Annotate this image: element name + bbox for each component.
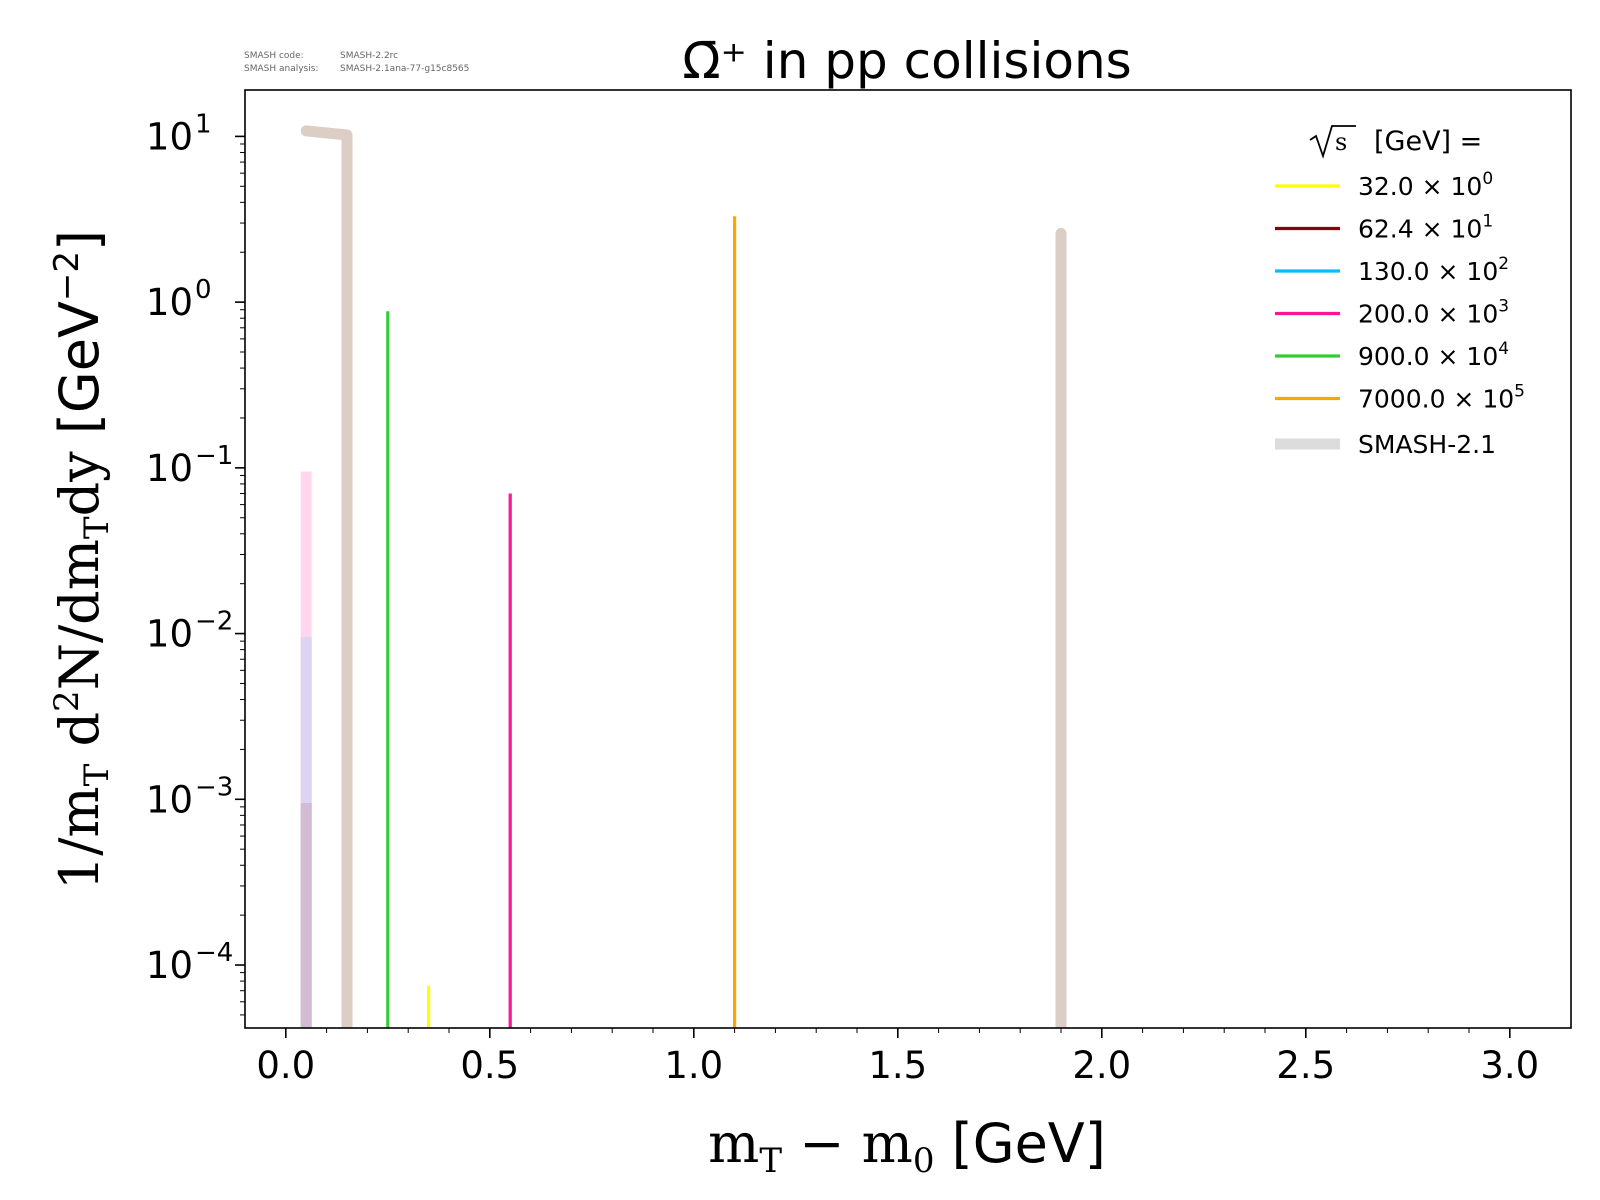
y-tick-exponent: −1 xyxy=(195,441,233,471)
legend-entry: 900.0 × 104 xyxy=(1275,339,1509,371)
x-tick-label: 0.0 xyxy=(256,1044,315,1087)
legend-entry: 62.4 × 101 xyxy=(1275,212,1493,244)
y-axis-label: 1/mT d2N/dmTdy [GeV−2] xyxy=(47,230,117,890)
y-tick-label: 10 xyxy=(146,944,193,987)
legend-label: 900.0 × 104 xyxy=(1358,339,1509,371)
legend-label: SMASH-2.1 xyxy=(1358,430,1496,459)
y-tick-exponent: −2 xyxy=(195,607,233,637)
smash-analysis-label: SMASH analysis: xyxy=(244,64,318,74)
legend: s [GeV] = 32.0 × 100 62.4 × 101 130.0 × 10… xyxy=(1275,125,1525,459)
y-tick-exponent: −4 xyxy=(195,938,233,968)
legend-label: 32.0 × 100 xyxy=(1358,169,1493,201)
x-tick-label: 1.5 xyxy=(868,1044,927,1087)
legend-label: 200.0 × 103 xyxy=(1358,297,1509,329)
y-tick-label: 10 xyxy=(146,613,193,656)
y-tick-exponent: 1 xyxy=(195,109,212,139)
y-tick-exponent: 0 xyxy=(195,275,212,305)
y-tick-label: 10 xyxy=(146,778,193,821)
legend-entry: 32.0 × 100 xyxy=(1275,169,1493,201)
y-tick-label: 10 xyxy=(146,281,193,324)
legend-entry: 7000.0 × 105 xyxy=(1275,382,1525,414)
legend-entry-model: SMASH-2.1 xyxy=(1275,430,1496,459)
legend-label: 130.0 × 102 xyxy=(1358,254,1509,286)
legend-title: s [GeV] = xyxy=(1309,125,1482,159)
x-tick-label: 2.5 xyxy=(1276,1044,1335,1087)
legend-title-text: [GeV] = xyxy=(1374,126,1482,157)
legend-entry: 130.0 × 102 xyxy=(1275,254,1509,286)
y-tick-label: 10 xyxy=(146,447,193,490)
chart-title: Ω̄⁺ in pp collisions xyxy=(682,32,1131,90)
smash-code-value: SMASH-2.2rc xyxy=(340,51,398,61)
x-tick-label: 2.0 xyxy=(1072,1044,1131,1087)
legend-label: 62.4 × 101 xyxy=(1358,212,1493,244)
smash-analysis-value: SMASH-2.1ana-77-g15c8565 xyxy=(340,64,469,74)
x-axis-label: mT − m0 [GeV] xyxy=(708,1112,1106,1181)
legend-label: 7000.0 × 105 xyxy=(1358,382,1525,414)
y-tick-label: 10 xyxy=(146,115,193,158)
plot-frame xyxy=(244,89,1572,1029)
model-curves xyxy=(300,125,1067,1028)
smash-code-label: SMASH code: xyxy=(244,51,304,61)
x-tick-label: 3.0 xyxy=(1480,1044,1539,1087)
x-tick-label: 1.0 xyxy=(664,1044,723,1087)
sqrt-icon xyxy=(1309,125,1356,159)
model-line xyxy=(300,125,353,1028)
legend-entry: 200.0 × 103 xyxy=(1275,297,1509,329)
x-tick-label: 0.5 xyxy=(460,1044,519,1087)
x-axis: 0.0 0.5 1.0 1.5 2.0 2.5 3.0 xyxy=(256,1028,1539,1087)
legend-sqrt-symbol: s xyxy=(1335,128,1347,156)
data-series xyxy=(386,216,737,1028)
y-tick-exponent: −3 xyxy=(195,772,233,802)
